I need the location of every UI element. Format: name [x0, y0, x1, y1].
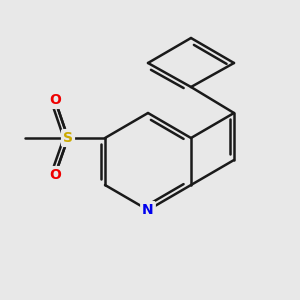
Text: O: O: [49, 93, 61, 107]
Text: O: O: [49, 168, 61, 182]
Text: N: N: [142, 203, 154, 217]
Text: S: S: [63, 131, 73, 145]
